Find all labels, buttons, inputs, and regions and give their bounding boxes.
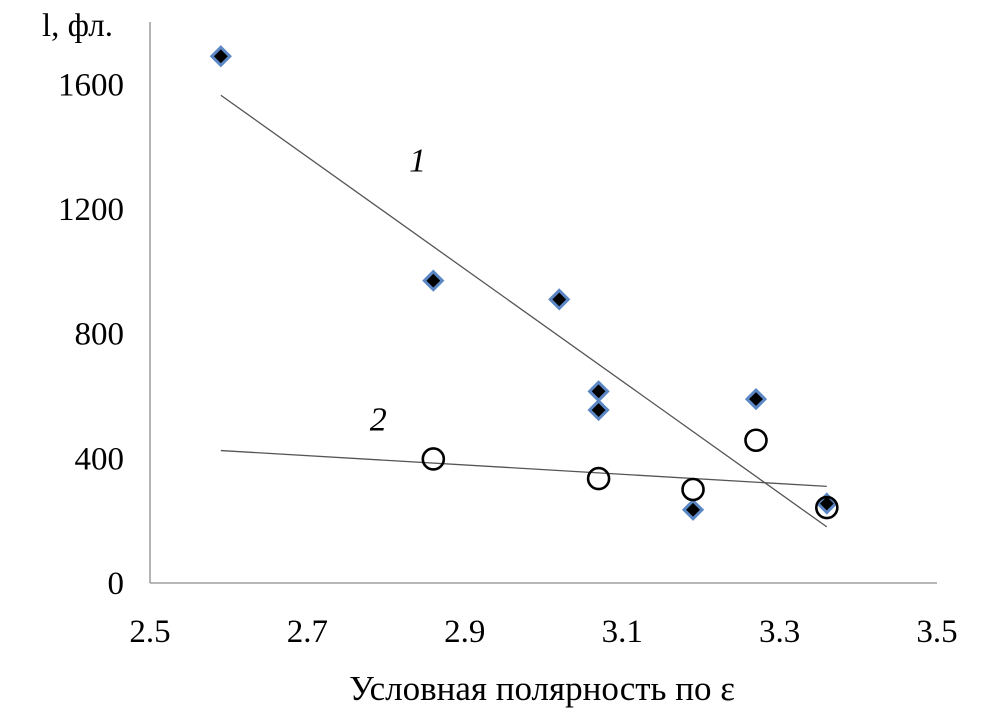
series-annotations: 12 (370, 143, 426, 439)
x-tick-label: 3.5 (916, 614, 957, 650)
x-axis: 2.5 2.7 2.9 3.1 3.3 3.5 Условная полярность п… (129, 582, 958, 708)
series-1-point (587, 380, 610, 403)
series-2-point (681, 477, 705, 502)
series-1-point (209, 45, 232, 68)
y-tick-label: 400 (75, 441, 125, 477)
trend-line-2 (220, 449, 827, 488)
y-tick-labels: 0 400 800 1200 1600 (58, 67, 124, 602)
series-label-2: 2 (370, 401, 387, 438)
trend-lines (220, 94, 828, 528)
y-tick-label: 800 (75, 317, 125, 353)
series-2-point (421, 447, 446, 471)
series-1-point (587, 398, 610, 422)
x-tick-label: 3.3 (759, 614, 800, 650)
x-tick-label: 2.9 (444, 614, 485, 650)
series-1-point (422, 269, 445, 292)
y-tick-label: 1200 (58, 192, 124, 228)
series-1-point (681, 498, 705, 521)
data-points (209, 45, 839, 521)
series-2-point (815, 495, 839, 520)
series-2-point (586, 466, 611, 491)
x-tick-label: 3.1 (602, 614, 643, 650)
y-tick-label: 1600 (58, 67, 124, 103)
x-tick-labels: 2.5 2.7 2.9 3.1 3.3 3.5 (129, 614, 957, 650)
x-tick-label: 2.5 (129, 614, 170, 650)
y-tick-label: 0 (108, 566, 125, 602)
x-tick-label: 2.7 (287, 614, 328, 650)
series-1-point (548, 288, 571, 311)
y-axis: 0 400 800 1200 1600 l, фл. (42, 8, 151, 602)
x-axis-label: Условная полярность по ε (349, 669, 735, 708)
series-1-point (744, 387, 768, 411)
trend-line-1 (220, 94, 828, 528)
series-label-1: 1 (409, 143, 426, 180)
y-axis-label: l, фл. (42, 8, 113, 44)
series-2-point (744, 428, 768, 453)
